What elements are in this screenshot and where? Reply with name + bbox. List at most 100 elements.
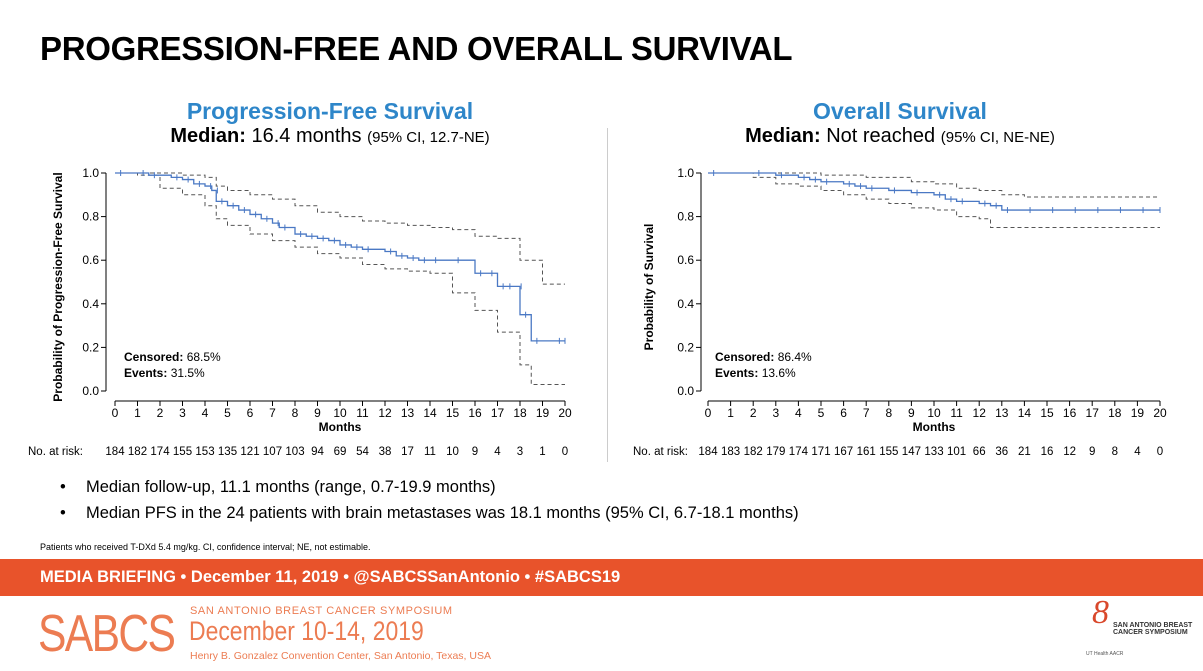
pfs-x-tick-label: 19: [536, 406, 550, 420]
os-at-risk-value: 66: [973, 446, 986, 458]
pfs-x-tick-label: 8: [292, 406, 299, 420]
pfs-y-tick-label: 0.0: [82, 384, 99, 398]
os-y-tick-label: 0.4: [677, 297, 694, 311]
pfs-at-risk-value: 135: [218, 446, 237, 458]
footnote: Patients who received T-DXd 5.4 mg/kg. C…: [40, 542, 371, 552]
os-x-tick-label: 19: [1131, 406, 1145, 420]
slide-title: PROGRESSION-FREE AND OVERALL SURVIVAL: [40, 30, 793, 67]
os-x-tick-label: 17: [1086, 406, 1100, 420]
pfs-x-tick-label: 12: [378, 406, 392, 420]
pfs-x-tick-label: 15: [446, 406, 460, 420]
os-at-risk-value: 12: [1063, 446, 1076, 458]
os-x-tick-label: 3: [772, 406, 779, 420]
pfs-at-risk-value: 38: [379, 446, 392, 458]
pfs-x-tick-label: 20: [558, 406, 572, 420]
os-y-tick-label: 0.6: [677, 253, 694, 267]
os-x-tick-label: 18: [1108, 406, 1122, 420]
pfs-y-label: Probability of Progression-Free Survival: [51, 172, 65, 401]
sponsor-logo-numeral: 8: [1092, 594, 1109, 631]
symposium-dates: December 10-14, 2019: [189, 616, 424, 646]
pfs-at-risk-value: 54: [356, 446, 369, 458]
pfs-x-tick-label: 1: [134, 406, 141, 420]
os-x-tick-label: 6: [840, 406, 847, 420]
pfs-x-tick-label: 10: [333, 406, 347, 420]
os-at-risk-value: 183: [721, 446, 740, 458]
pfs-y-tick-label: 0.6: [82, 253, 99, 267]
pfs-at-risk-value: 4: [494, 446, 501, 458]
pfs-at-risk-value: 10: [446, 446, 459, 458]
os-median-ci: (95% CI, NE-NE): [940, 129, 1055, 146]
pfs-at-risk-value: 69: [334, 446, 347, 458]
os-at-risk-value: 8: [1112, 446, 1118, 458]
pfs-x-tick-label: 11: [356, 406, 369, 420]
os-at-risk-label: No. at risk:: [633, 446, 688, 458]
pfs-events: Events: 31.5%: [124, 366, 205, 380]
os-at-risk-value: 36: [995, 446, 1008, 458]
os-y-tick-label: 1.0: [677, 166, 694, 180]
os-at-risk-value: 161: [857, 446, 876, 458]
os-x-tick-label: 13: [995, 406, 1009, 420]
os-median-value: Not reached: [826, 125, 936, 147]
os-at-risk-value: 0: [1157, 446, 1163, 458]
symposium-name: SAN ANTONIO BREAST CANCER SYMPOSIUM: [190, 605, 453, 617]
os-x-tick-label: 12: [973, 406, 987, 420]
os-at-risk-value: 167: [834, 446, 853, 458]
pfs-censored-value: 68.5%: [187, 350, 221, 364]
pfs-y-tick-label: 0.4: [82, 297, 99, 311]
os-events-label: Events:: [715, 366, 762, 380]
os-at-risk-value: 184: [698, 446, 718, 458]
os-at-risk-value: 101: [947, 446, 966, 458]
pfs-at-risk-value: 155: [173, 446, 192, 458]
os-upper-ci-line: [708, 172, 1160, 198]
pfs-at-risk-value: 9: [472, 446, 478, 458]
pfs-km-curve: [115, 172, 565, 342]
bullet-item: • Median follow-up, 11.1 months (range, 0…: [60, 478, 799, 504]
bullet-dot: •: [60, 504, 66, 522]
os-y-tick-label: 0.8: [677, 210, 694, 224]
os-events-value: 13.6%: [762, 366, 796, 380]
pfs-at-risk-value: 103: [285, 446, 304, 458]
bullet-dot: •: [60, 478, 66, 496]
pfs-at-risk-value: 11: [424, 446, 436, 458]
pfs-at-risk-value: 107: [263, 446, 282, 458]
media-briefing-banner: MEDIA BRIEFING • December 11, 2019 • @SA…: [0, 559, 1203, 596]
os-at-risk-value: 155: [879, 446, 898, 458]
os-at-risk-value: 4: [1134, 446, 1141, 458]
os-median: Median: Not reached (95% CI, NE-NE): [690, 125, 1110, 148]
os-censored-value: 86.4%: [778, 350, 812, 364]
os-at-risk-value: 16: [1041, 446, 1054, 458]
bullet-text: Median PFS in the 24 patients with brain…: [86, 504, 799, 522]
os-x-tick-label: 0: [705, 406, 712, 420]
pfs-y-tick-label: 0.2: [82, 340, 99, 354]
sponsor-badges: UT Health AACR: [1086, 651, 1124, 657]
pfs-at-risk-value: 17: [401, 446, 414, 458]
pfs-events-label: Events:: [124, 366, 171, 380]
pfs-x-tick-label: 16: [468, 406, 482, 420]
pfs-at-risk-label: No. at risk:: [28, 446, 83, 458]
os-x-tick-label: 4: [795, 406, 802, 420]
os-at-risk-value: 174: [789, 446, 809, 458]
pfs-x-tick-label: 0: [112, 406, 119, 420]
os-x-tick-label: 10: [927, 406, 941, 420]
pfs-at-risk-value: 94: [311, 446, 324, 458]
bullet-text: Median follow-up, 11.1 months (range, 0.…: [86, 478, 496, 496]
pfs-median-ci: (95% CI, 12.7-NE): [367, 129, 490, 146]
pfs-median: Median: 16.4 months (95% CI, 12.7-NE): [120, 125, 540, 148]
os-events: Events: 13.6%: [715, 366, 796, 380]
os-km-curve: [708, 172, 1160, 211]
pfs-x-tick-label: 7: [269, 406, 276, 420]
os-at-risk-value: 171: [811, 446, 830, 458]
bullet-item: • Median PFS in the 24 patients with brai…: [60, 504, 799, 530]
pfs-y-tick-label: 1.0: [82, 166, 99, 180]
os-censored: Censored: 86.4%: [715, 350, 812, 364]
pfs-x-tick-label: 2: [157, 406, 164, 420]
os-at-risk-value: 21: [1018, 446, 1031, 458]
pfs-x-tick-label: 4: [202, 406, 209, 420]
pfs-x-tick-label: 17: [491, 406, 505, 420]
os-x-tick-label: 5: [818, 406, 825, 420]
os-x-label: Months: [913, 420, 956, 434]
os-x-tick-label: 2: [750, 406, 757, 420]
os-median-label: Median:: [745, 125, 821, 147]
os-lower-ci-line: [708, 172, 1160, 228]
